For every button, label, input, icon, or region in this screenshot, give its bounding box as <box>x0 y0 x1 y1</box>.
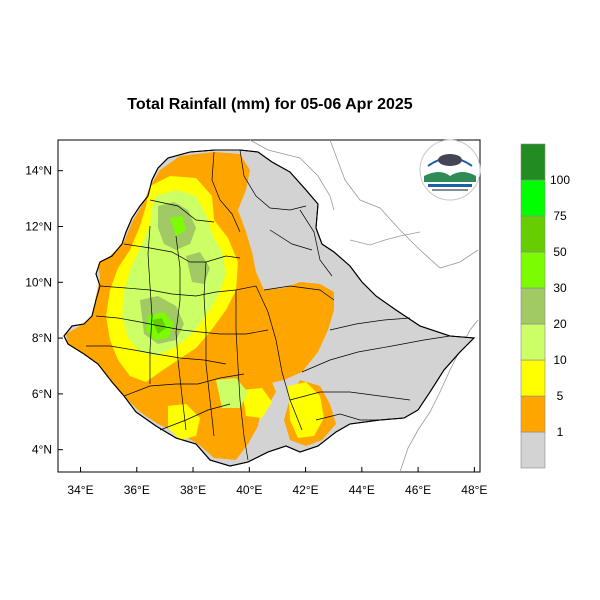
legend-swatch <box>520 323 546 361</box>
legend-label: 1 <box>557 425 564 439</box>
legend-label: 100 <box>550 173 570 187</box>
legend-swatch <box>520 179 546 217</box>
y-tick-label: 4°N <box>32 443 52 457</box>
y-tick-label: 12°N <box>25 219 52 233</box>
ethiopian-meteorology-institute-logo <box>419 139 481 201</box>
map-title: Total Rainfall (mm) for 05-06 Apr 2025 <box>127 96 413 113</box>
legend-colorbar: 1 5 10 20 30 50 75 100 <box>520 143 570 469</box>
x-tick-label: 36°E <box>124 483 150 497</box>
y-tick-label: 6°N <box>32 387 52 401</box>
legend-swatch <box>520 395 546 433</box>
x-tick-label: 38°E <box>180 483 206 497</box>
legend-label: 50 <box>553 245 567 259</box>
legend-label: 10 <box>553 353 567 367</box>
x-tick-label: 46°E <box>405 483 431 497</box>
legend-label: 75 <box>553 209 567 223</box>
y-axis: 14°N 12°N 10°N 8°N 6°N 4°N <box>25 164 63 457</box>
legend-swatch <box>520 431 546 469</box>
legend-swatch <box>520 143 546 181</box>
legend-label: 30 <box>553 281 567 295</box>
x-tick-label: 42°E <box>292 483 318 497</box>
legend-swatch <box>520 215 546 253</box>
admin-boundaries <box>86 149 451 461</box>
x-tick-label: 48°E <box>461 483 487 497</box>
legend-label: 5 <box>557 389 564 403</box>
legend-label: 20 <box>553 317 567 331</box>
neighbor-boundaries <box>249 139 479 473</box>
y-tick-label: 8°N <box>32 331 52 345</box>
y-tick-label: 14°N <box>25 164 52 178</box>
x-tick-label: 44°E <box>349 483 375 497</box>
ethiopia-outline <box>63 149 476 467</box>
y-tick-label: 10°N <box>25 275 52 289</box>
x-tick-label: 40°E <box>236 483 262 497</box>
x-axis: 34°E 36°E 38°E 40°E 42°E 44°E 46°E 48°E <box>67 467 487 497</box>
legend-swatch <box>520 251 546 289</box>
x-tick-label: 34°E <box>67 483 93 497</box>
legend-swatch <box>520 359 546 397</box>
legend-swatch <box>520 287 546 325</box>
